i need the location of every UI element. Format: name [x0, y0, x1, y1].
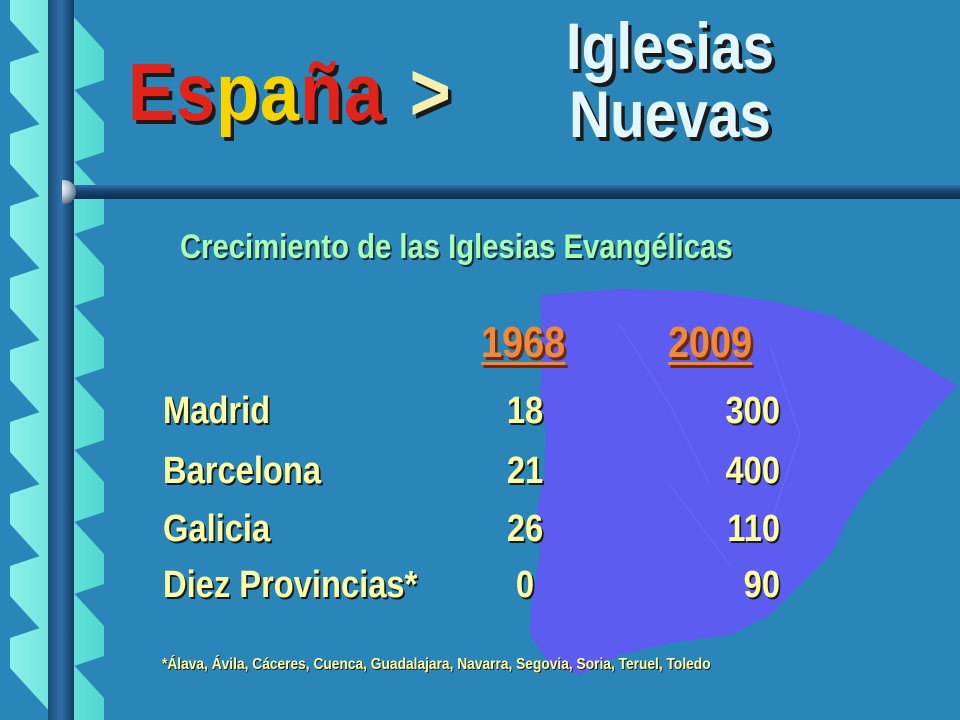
divider-rule: [62, 180, 960, 204]
row-value-2009: 400: [725, 450, 780, 492]
row-value-1968: 21: [506, 450, 544, 492]
slide-subtitle: Iglesias Nuevas: [541, 12, 799, 148]
row-label-madrid: Madrid: [163, 390, 271, 432]
spain-map: [530, 289, 958, 675]
title-part-1: Es: [128, 47, 216, 138]
title-part-3: ña: [300, 47, 385, 138]
section-heading: Crecimiento de las Iglesias Evangélicas: [180, 228, 733, 266]
title-part-2: pa: [215, 47, 301, 138]
row-value-2009: 90: [743, 564, 780, 606]
row-label-galicia: Galicia: [163, 508, 271, 550]
subtitle-line-2: Nuevas: [569, 77, 771, 151]
row-label-barcelona: Barcelona: [163, 450, 322, 492]
footnote: *Álava, Ávila, Cáceres, Cuenca, Guadalaj…: [162, 656, 711, 673]
column-header-1968: 1968: [481, 318, 566, 367]
row-value-2009: 110: [727, 508, 780, 550]
slide-title: España >: [128, 52, 452, 134]
column-header-2009: 2009: [668, 318, 753, 367]
row-value-1968: 0: [515, 564, 535, 606]
title-separator: >: [409, 47, 452, 138]
subtitle-line-1: Iglesias: [565, 9, 775, 83]
row-label-diez-provincias: Diez Provincias*: [163, 564, 418, 606]
row-value-1968: 18: [506, 390, 544, 432]
decorative-strip: [10, 0, 104, 720]
row-value-2009: 300: [725, 390, 780, 432]
row-value-1968: 26: [506, 508, 544, 550]
